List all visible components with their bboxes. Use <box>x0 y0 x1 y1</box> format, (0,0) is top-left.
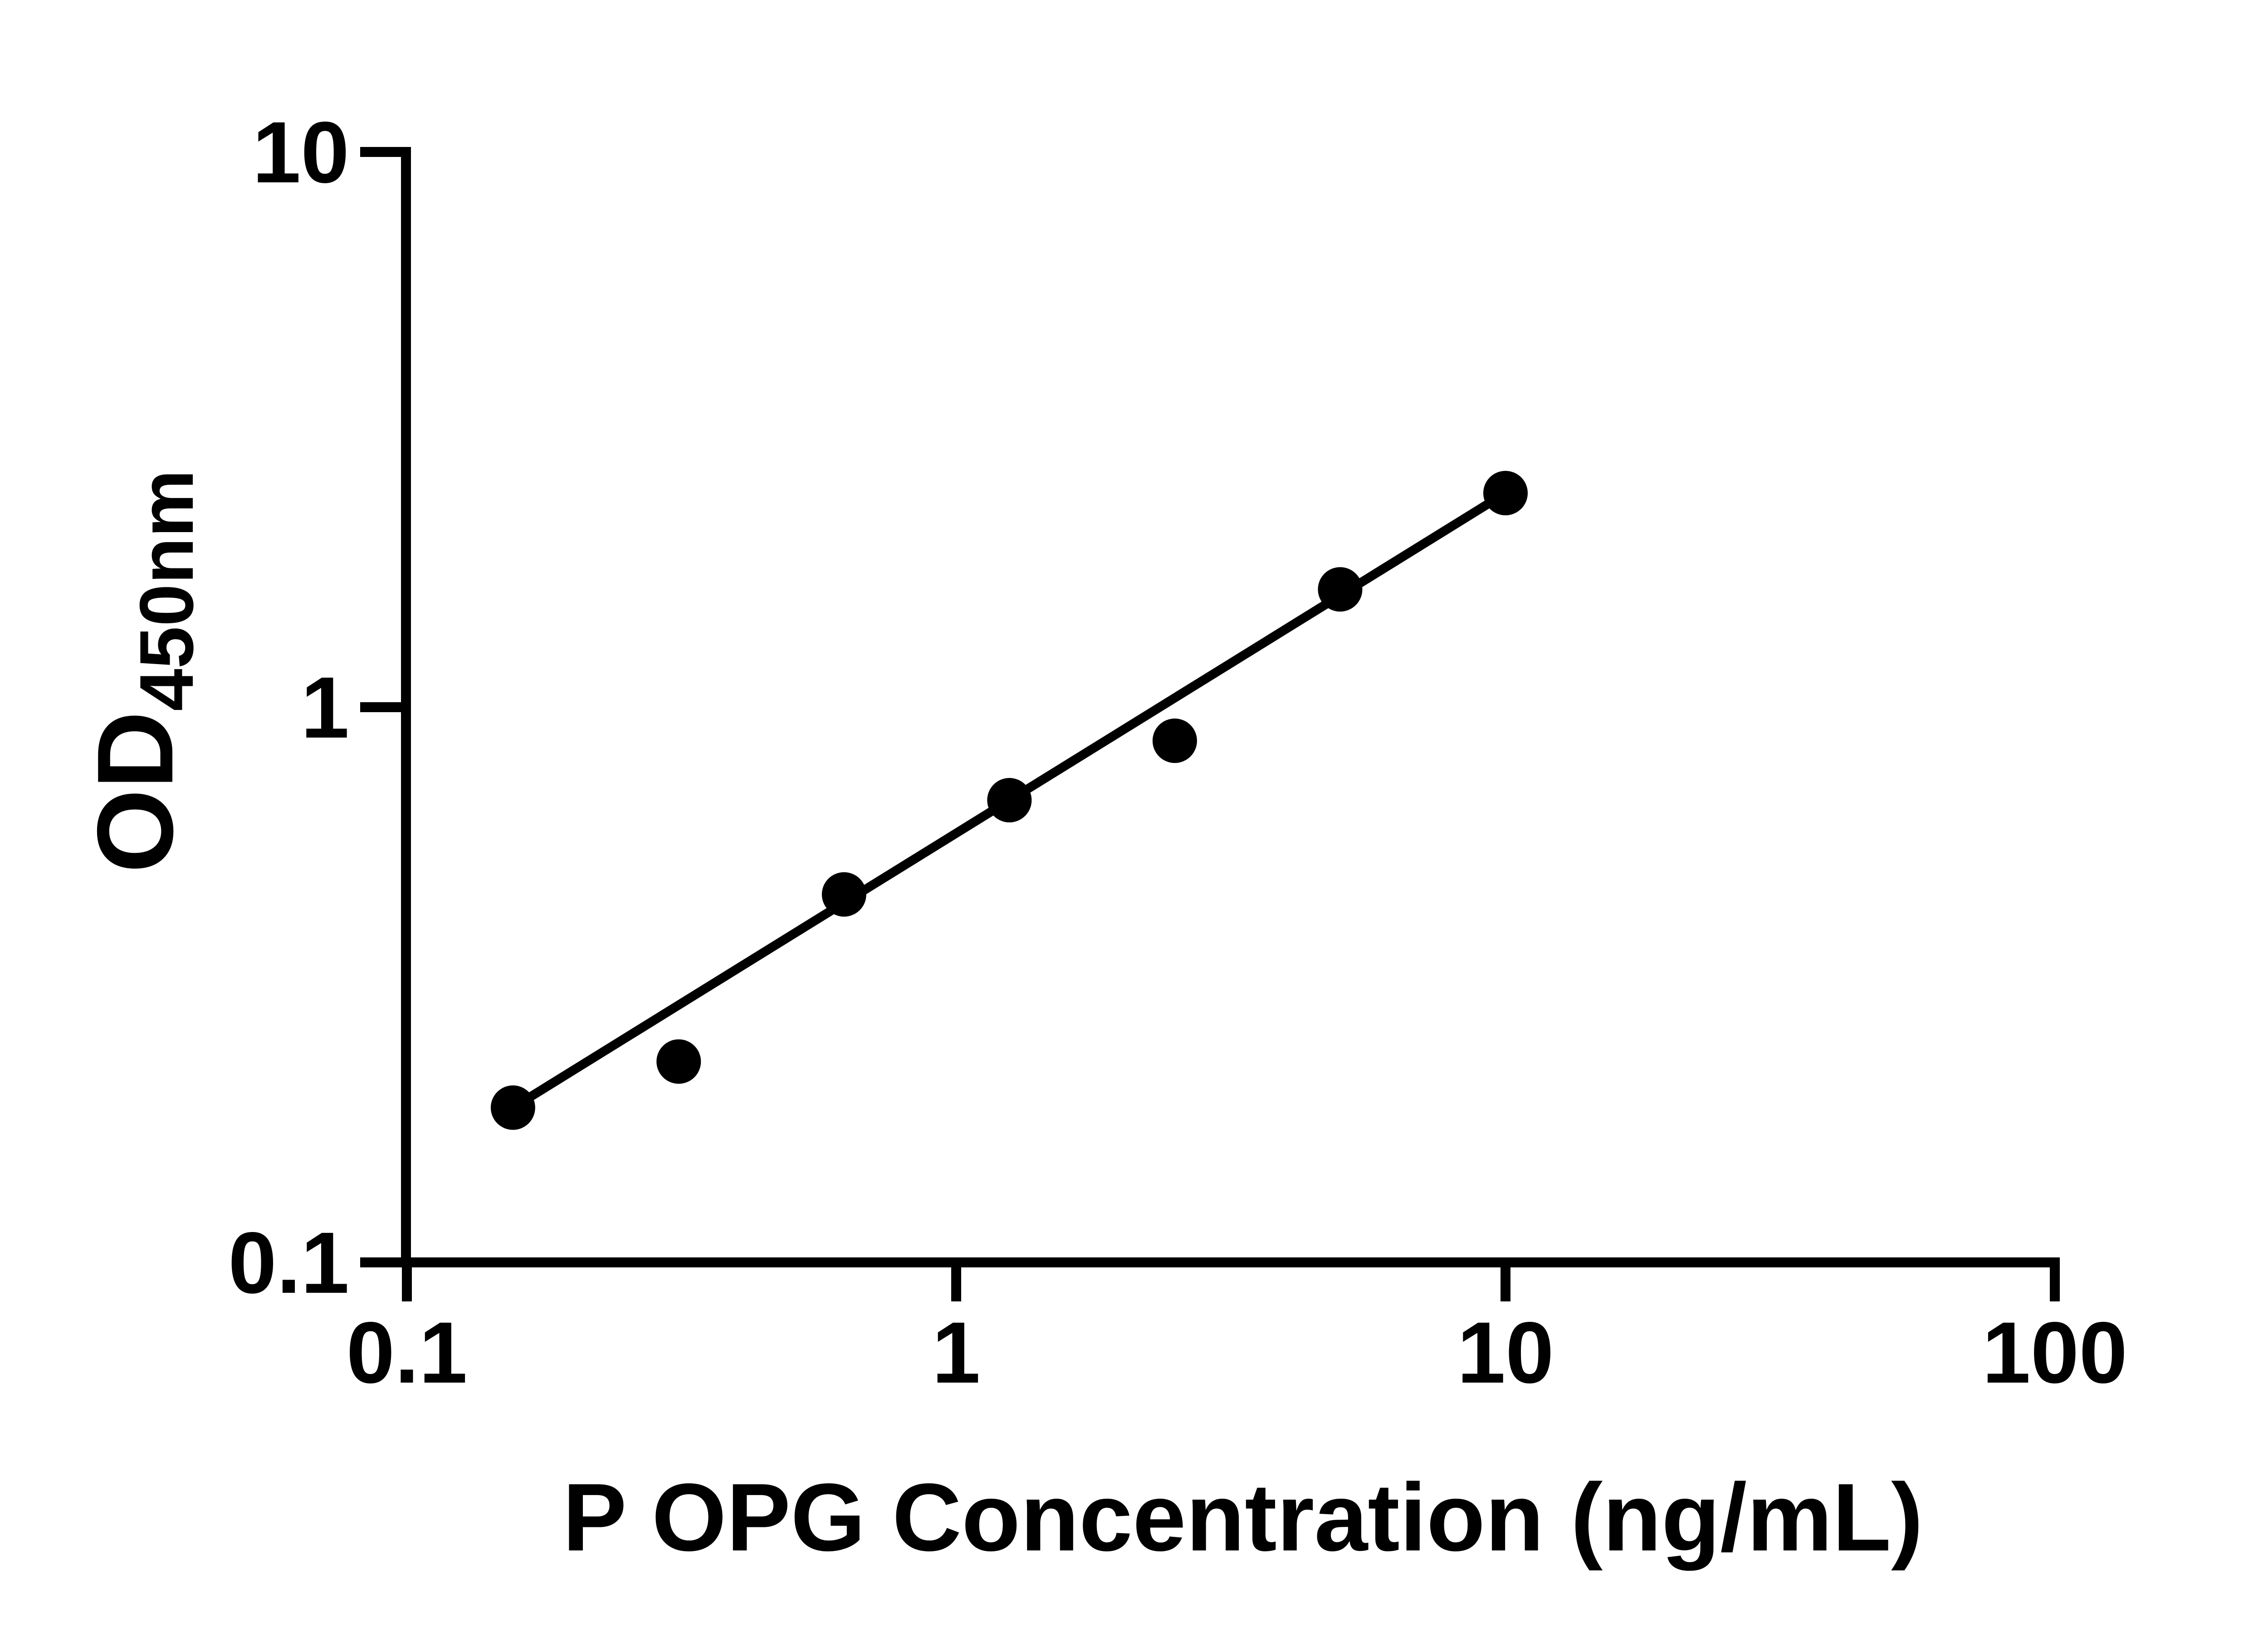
data-point <box>987 778 1032 823</box>
x-tick-label: 1 <box>932 1304 981 1401</box>
plot-area: 10 1 0.10.1 1 10 100 <box>228 103 2127 1401</box>
y-tick-label: 0.1 <box>228 1214 349 1311</box>
y-axis-title-main: OD <box>75 711 196 873</box>
data-point <box>490 1085 535 1130</box>
data-point <box>1318 567 1363 612</box>
data-point <box>821 872 866 917</box>
x-tick-label: 10 <box>1457 1304 1554 1401</box>
x-axis-title: P OPG Concentration (ng/mL) <box>562 1463 1923 1571</box>
y-tick-label: 10 <box>252 103 349 201</box>
data-point <box>656 1039 701 1084</box>
x-tick-label: 0.1 <box>347 1304 468 1401</box>
y-axis-title: OD450nm <box>75 469 209 873</box>
data-point <box>1152 719 1197 763</box>
y-tick-label: 1 <box>301 659 349 756</box>
y-axis-title-subscript: 450nm <box>124 469 209 711</box>
x-tick-label: 100 <box>1982 1304 2127 1401</box>
data-point <box>1483 471 1528 516</box>
